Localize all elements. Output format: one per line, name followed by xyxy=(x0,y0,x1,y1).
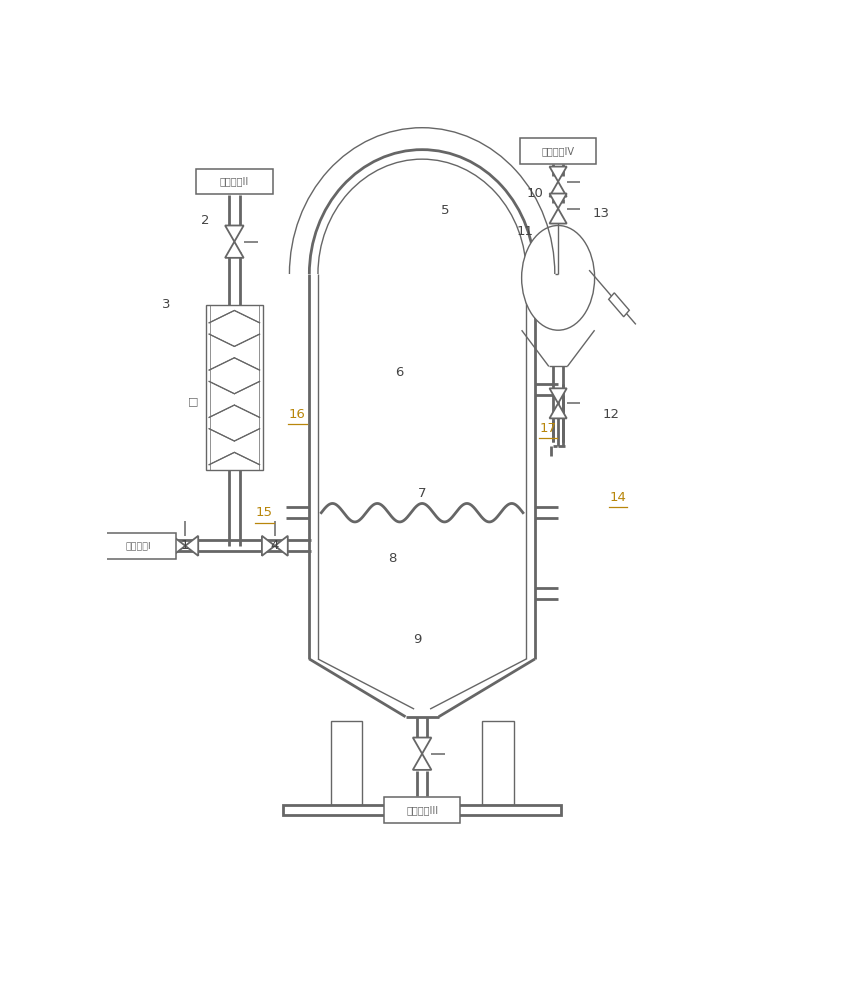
Bar xyxy=(282,805,562,815)
Text: 5: 5 xyxy=(441,204,449,217)
Bar xyxy=(205,305,263,470)
Ellipse shape xyxy=(521,225,595,330)
Polygon shape xyxy=(550,194,567,209)
Polygon shape xyxy=(262,536,275,556)
Bar xyxy=(100,533,176,559)
Polygon shape xyxy=(609,293,629,317)
Polygon shape xyxy=(550,167,567,182)
Polygon shape xyxy=(172,536,185,556)
Polygon shape xyxy=(413,738,431,754)
Text: 1: 1 xyxy=(181,539,189,552)
Bar xyxy=(482,721,514,805)
Text: 11: 11 xyxy=(516,225,533,238)
Text: 气压系统IV: 气压系统IV xyxy=(542,146,574,156)
Text: 17: 17 xyxy=(539,422,556,434)
Text: 7: 7 xyxy=(418,487,426,500)
Text: 8: 8 xyxy=(388,552,396,565)
Polygon shape xyxy=(550,182,567,197)
Bar xyxy=(520,138,597,164)
Polygon shape xyxy=(550,388,567,403)
Text: 4: 4 xyxy=(270,539,279,552)
Text: 13: 13 xyxy=(592,207,609,220)
Text: 9: 9 xyxy=(413,633,422,646)
Polygon shape xyxy=(413,754,431,770)
Polygon shape xyxy=(550,209,567,224)
Text: 10: 10 xyxy=(526,187,544,200)
Polygon shape xyxy=(275,536,288,556)
Bar xyxy=(330,721,362,805)
Text: 6: 6 xyxy=(395,366,403,379)
Text: □: □ xyxy=(188,396,199,406)
Text: 气压系统II: 气压系统II xyxy=(220,177,249,187)
Text: 16: 16 xyxy=(289,408,306,421)
Text: 气压系统III: 气压系统III xyxy=(406,805,438,815)
Text: 2: 2 xyxy=(201,214,210,227)
Polygon shape xyxy=(185,536,199,556)
Text: 15: 15 xyxy=(256,506,273,519)
Text: 气压系统I: 气压系统I xyxy=(125,541,151,550)
Text: 12: 12 xyxy=(603,408,620,421)
Polygon shape xyxy=(225,225,244,242)
Polygon shape xyxy=(225,242,244,258)
Bar xyxy=(196,169,272,194)
Text: 14: 14 xyxy=(609,491,627,504)
Polygon shape xyxy=(550,403,567,418)
Bar xyxy=(384,797,461,823)
Text: 3: 3 xyxy=(163,298,171,311)
